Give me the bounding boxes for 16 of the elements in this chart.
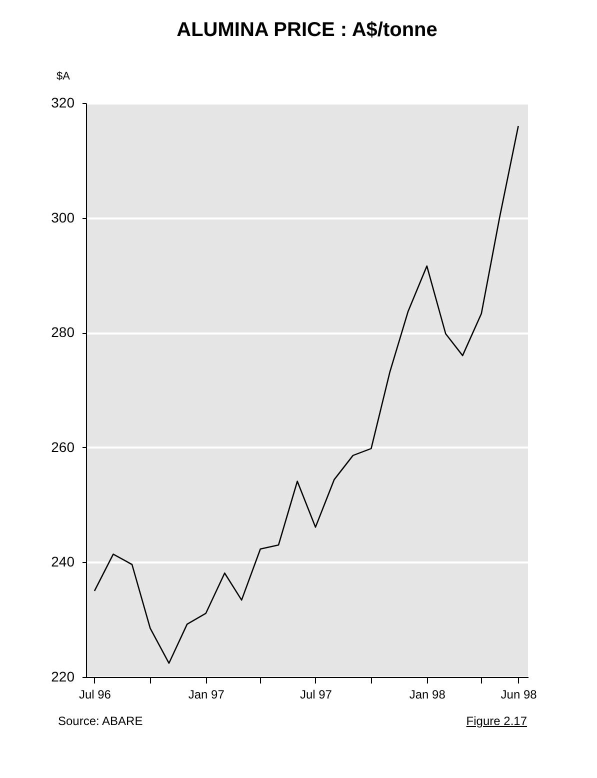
line-series: [94, 125, 519, 664]
chart-title: ALUMINA PRICE : A$/tonne: [176, 19, 438, 41]
x-tick-label: Jul 96: [78, 688, 112, 702]
source-note: Source: ABARE: [58, 714, 143, 728]
x-tick-label: Jan 97: [188, 688, 225, 702]
y-tick-label: 240: [51, 554, 75, 570]
y-tick-label: 300: [51, 209, 75, 226]
caption: Figure 2.17: [466, 714, 527, 728]
x-tick-label: Jul 97: [300, 688, 332, 702]
y-tick-label: 220: [51, 668, 75, 684]
y-tick-label: 320: [51, 94, 75, 110]
y-tick-label: 260: [51, 438, 75, 455]
y-tick-label: 280: [51, 324, 75, 340]
x-tick-label: Jan 98: [409, 688, 446, 702]
y-axis-title: $A: [56, 70, 71, 82]
x-tick-label: Jun 98: [500, 688, 538, 702]
